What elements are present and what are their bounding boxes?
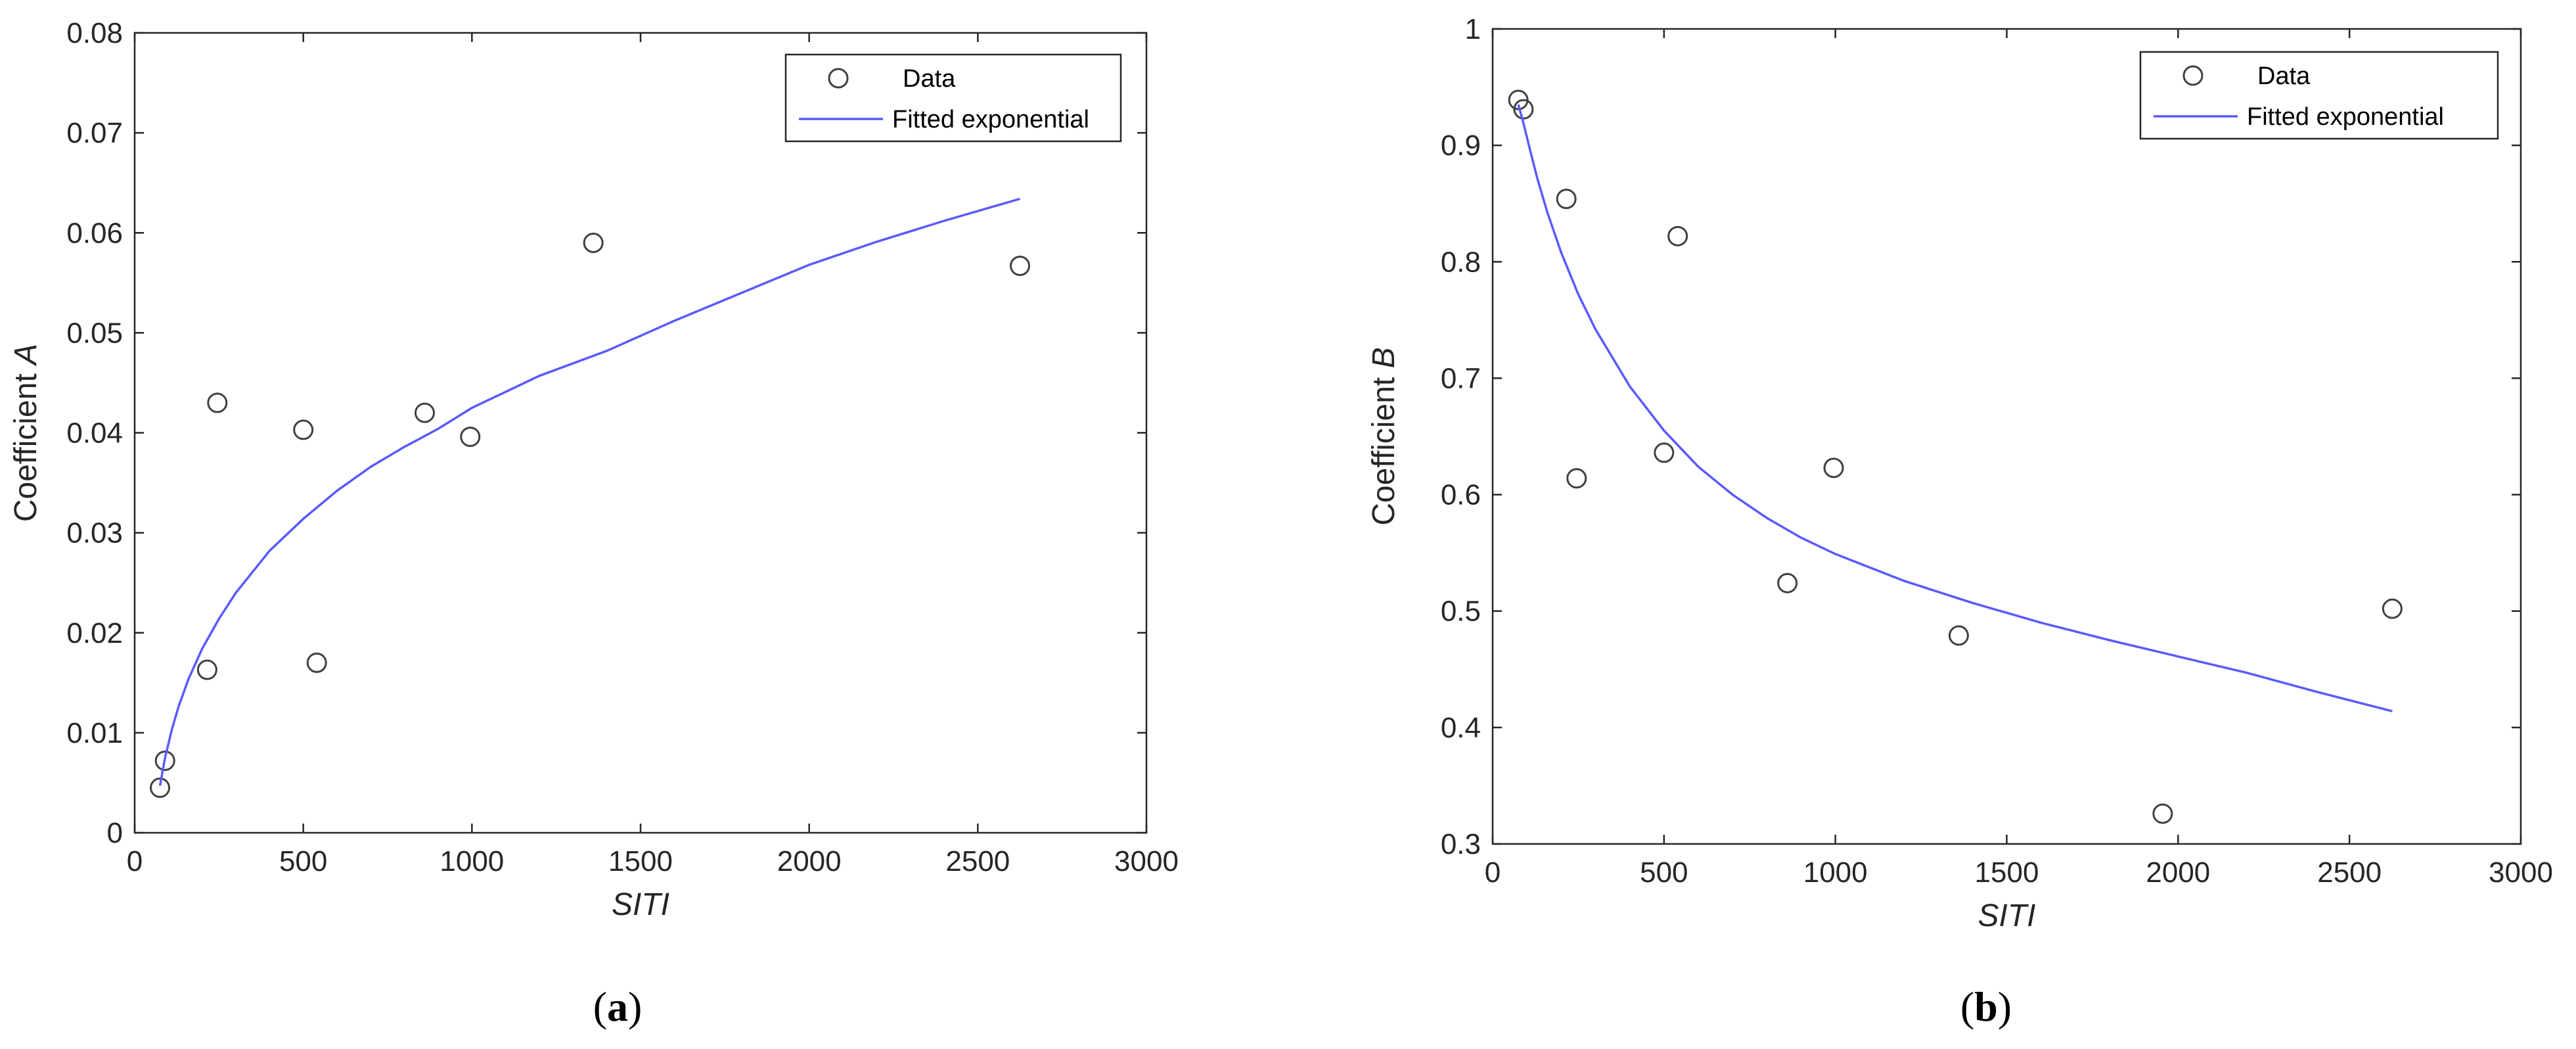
y-tick-label: 0.06 xyxy=(66,217,123,249)
panel-caption: (a) xyxy=(593,983,643,1030)
y-tick-label: 0.03 xyxy=(66,517,123,549)
x-axis-label: SITI xyxy=(1977,898,2035,933)
x-tick-label: 1500 xyxy=(1975,856,2039,889)
y-axis-label-text: Coefficient xyxy=(1367,368,1401,525)
y-tick-label: 0.08 xyxy=(66,17,123,49)
caption-letter: a xyxy=(607,983,628,1030)
y-axis-label: Coefficient B xyxy=(1367,347,1401,525)
data-point xyxy=(1823,457,1844,478)
x-tick-label: 500 xyxy=(279,845,327,877)
y-tick-label: 0.6 xyxy=(1441,479,1481,511)
legend-marker-swatch xyxy=(2182,65,2203,86)
caption-open-paren: ( xyxy=(593,983,607,1030)
legend-marker-swatch xyxy=(828,68,849,89)
data-point xyxy=(1667,225,1688,246)
y-tick-label: 0.7 xyxy=(1441,362,1481,394)
data-point xyxy=(583,232,604,253)
data-point xyxy=(2152,803,2173,824)
y-axis-label-variable: B xyxy=(1367,347,1401,368)
data-point xyxy=(196,659,217,680)
legend-label: Fitted exponential xyxy=(892,106,1089,133)
x-tick-label: 1500 xyxy=(608,845,673,877)
data-point xyxy=(1654,442,1675,463)
legend-label: Data xyxy=(903,65,956,93)
data-point xyxy=(150,778,170,799)
caption-close-paren: ) xyxy=(1998,983,2012,1030)
panel-b: 0 500 1000 1500 2000 2500 3000 0.3 0.4 0.5 0.6 0.7 0… xyxy=(1367,13,2553,1030)
data-point xyxy=(306,652,327,673)
y-tick-label: 0.04 xyxy=(66,417,123,450)
data-point xyxy=(1777,572,1798,594)
y-tick-label: 0.3 xyxy=(1441,828,1481,860)
legend-label: Fitted exponential xyxy=(2247,103,2444,131)
y-tick-label: 1 xyxy=(1465,13,1481,45)
x-tick-label: 0 xyxy=(1485,856,1501,889)
data-point xyxy=(414,402,435,423)
data-point xyxy=(1010,255,1030,276)
x-tick-label: 1000 xyxy=(1803,856,1868,889)
y-tick-label: 0.5 xyxy=(1441,595,1481,628)
y-tick-label: 0.4 xyxy=(1441,712,1481,744)
x-tick-label: 500 xyxy=(1640,856,1688,889)
fitted-exponential-line xyxy=(1517,104,2393,712)
y-tick-label: 0.07 xyxy=(66,117,123,149)
data-point xyxy=(460,427,481,448)
x-tick-label: 3000 xyxy=(2489,856,2553,889)
fitted-exponential-line xyxy=(158,197,1020,786)
x-axis-label: SITI xyxy=(612,887,669,922)
caption-open-paren: ( xyxy=(1960,983,1974,1030)
panel-caption: (b) xyxy=(1960,983,2012,1030)
panel-a: 0 500 1000 1500 2000 2500 3000 0 0.01 0.02 0.03 0.0… xyxy=(9,17,1179,1030)
data-point xyxy=(207,392,228,413)
y-tick-label: 0.8 xyxy=(1441,246,1481,278)
y-tick-label: 0 xyxy=(107,817,123,849)
y-axis-label-text: Coefficient xyxy=(9,365,43,522)
legend-box xyxy=(2139,51,2499,140)
y-tick-label: 0.02 xyxy=(66,617,123,649)
legend-label: Data xyxy=(2257,62,2311,90)
plot-area-frame xyxy=(1491,28,2522,845)
x-tick-label: 2500 xyxy=(2317,856,2382,889)
data-point xyxy=(154,750,175,771)
data-point xyxy=(2382,598,2403,619)
data-point xyxy=(1513,99,1534,120)
y-tick-label: 0.9 xyxy=(1441,129,1481,162)
x-tick-label: 2000 xyxy=(777,845,842,877)
y-axis-label-variable: A xyxy=(9,344,43,367)
caption-letter: b xyxy=(1974,983,1998,1030)
y-tick-label: 0.05 xyxy=(66,317,123,349)
y-tick-label: 0.01 xyxy=(66,717,123,749)
data-point xyxy=(1566,468,1587,489)
y-axis-label: Coefficient A xyxy=(9,344,43,522)
x-tick-label: 2500 xyxy=(945,845,1010,877)
data-point xyxy=(1556,189,1577,210)
data-point xyxy=(293,419,314,440)
data-point xyxy=(1948,625,1969,646)
caption-close-paren: ) xyxy=(628,983,642,1030)
x-tick-label: 2000 xyxy=(2146,856,2210,889)
plot-area-frame xyxy=(133,32,1148,834)
x-tick-label: 3000 xyxy=(1114,845,1179,877)
x-tick-label: 0 xyxy=(127,845,143,877)
x-tick-label: 1000 xyxy=(440,845,504,877)
